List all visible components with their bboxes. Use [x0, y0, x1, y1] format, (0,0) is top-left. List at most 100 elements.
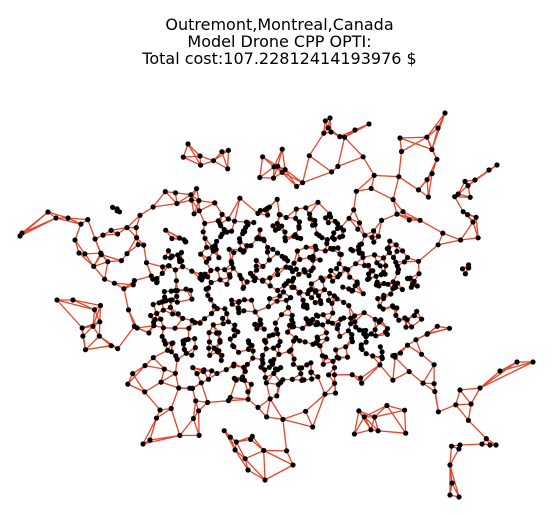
intersection-node — [198, 162, 204, 168]
intersection-node — [393, 312, 399, 318]
intersection-node — [223, 367, 229, 373]
street-edge — [355, 174, 375, 192]
intersection-node — [296, 225, 302, 231]
intersection-node — [329, 300, 335, 306]
intersection-node — [308, 369, 314, 375]
intersection-node — [208, 297, 214, 303]
intersection-node — [346, 303, 352, 309]
street-edge — [81, 327, 87, 350]
street-edge — [92, 309, 96, 327]
intersection-node — [351, 431, 357, 437]
intersection-node — [159, 333, 165, 340]
intersection-node — [245, 396, 251, 402]
street-edge — [127, 365, 146, 385]
intersection-node — [479, 441, 485, 447]
intersection-node — [349, 332, 355, 338]
intersection-node — [338, 251, 344, 257]
street-edge — [281, 149, 286, 170]
intersection-node — [360, 154, 366, 160]
intersection-node — [358, 342, 364, 348]
intersection-node — [337, 234, 343, 240]
street-edge — [143, 244, 148, 263]
intersection-node — [342, 134, 348, 140]
intersection-node — [168, 288, 174, 294]
intersection-node — [356, 220, 363, 226]
street-edge — [183, 156, 201, 166]
street-edge — [398, 151, 403, 177]
intersection-node — [241, 297, 247, 303]
intersection-node — [174, 293, 180, 299]
intersection-node — [224, 281, 230, 287]
intersection-node — [308, 360, 314, 366]
intersection-node — [233, 377, 239, 383]
intersection-node — [465, 417, 471, 423]
intersection-node — [363, 327, 369, 334]
street-edge — [353, 416, 365, 435]
intersection-node — [261, 326, 267, 332]
intersection-node — [361, 262, 368, 269]
intersection-node — [413, 337, 419, 343]
street-edge — [213, 149, 229, 162]
intersection-node — [290, 275, 297, 281]
intersection-node — [284, 448, 290, 454]
intersection-node — [180, 315, 186, 321]
intersection-node — [382, 271, 388, 277]
intersection-node — [306, 153, 312, 159]
street-edge — [422, 364, 435, 384]
intersection-node — [325, 297, 332, 303]
intersection-node — [381, 280, 387, 287]
street-edge — [386, 404, 405, 411]
intersection-node — [371, 239, 377, 245]
street-edge — [93, 265, 106, 280]
intersection-node — [418, 351, 425, 357]
intersection-node — [315, 199, 321, 205]
intersection-node — [380, 306, 386, 312]
intersection-node — [447, 492, 453, 498]
intersection-node — [332, 390, 339, 396]
street-edge — [467, 403, 472, 421]
intersection-node — [446, 325, 453, 331]
intersection-node — [359, 346, 365, 352]
intersection-node — [514, 359, 520, 365]
street-edge — [408, 371, 424, 384]
intersection-node — [260, 352, 266, 358]
street-edge — [251, 435, 265, 451]
intersection-node — [217, 277, 223, 283]
intersection-node — [115, 346, 121, 352]
intersection-node — [172, 288, 178, 294]
intersection-node — [180, 264, 186, 270]
intersection-node — [275, 163, 281, 169]
intersection-node — [304, 362, 310, 368]
intersection-node — [327, 211, 333, 217]
intersection-node — [214, 238, 220, 244]
intersection-node — [310, 424, 316, 430]
street-edge — [377, 220, 383, 237]
street-edge — [449, 464, 460, 498]
intersection-node — [345, 267, 351, 273]
intersection-node — [394, 263, 400, 269]
street-edge — [264, 464, 294, 481]
intersection-node — [216, 255, 222, 261]
intersection-node — [376, 319, 382, 325]
intersection-node — [316, 232, 322, 239]
street-edge — [337, 156, 364, 168]
intersection-node — [294, 183, 300, 189]
intersection-node — [353, 324, 359, 330]
intersection-node — [270, 345, 277, 351]
intersection-node — [257, 207, 263, 214]
intersection-node — [218, 223, 224, 229]
intersection-node — [374, 260, 380, 266]
intersection-node — [465, 183, 471, 189]
intersection-node — [130, 371, 136, 377]
intersection-node — [218, 234, 224, 240]
intersection-node — [192, 345, 198, 351]
intersection-node — [205, 274, 211, 280]
intersection-node — [65, 215, 71, 221]
intersection-node — [414, 283, 420, 289]
intersection-node — [456, 494, 462, 500]
intersection-node — [263, 380, 269, 386]
intersection-node — [394, 211, 400, 217]
intersection-node — [320, 361, 326, 367]
intersection-node — [384, 402, 390, 409]
